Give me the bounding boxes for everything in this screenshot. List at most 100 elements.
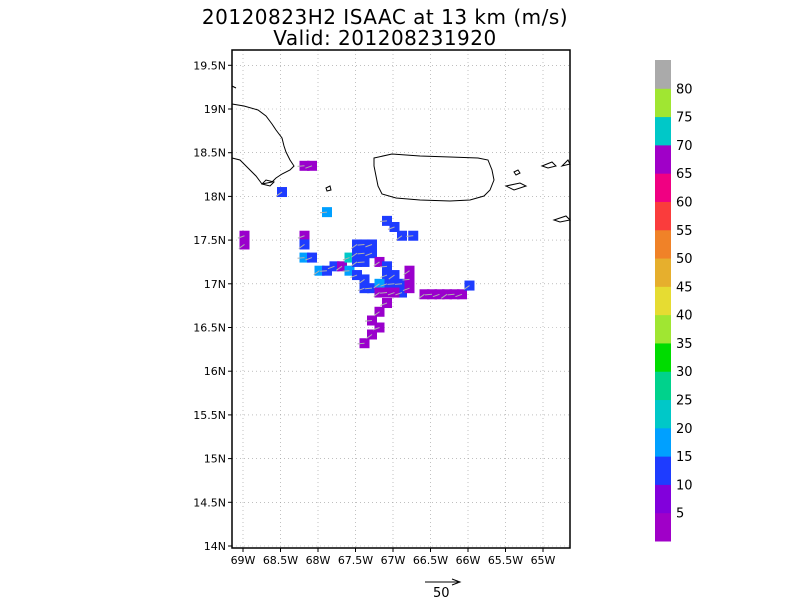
colorbar-label: 30 (676, 365, 693, 380)
coastline-virgin-islands-1 (540, 161, 557, 169)
wind-vector (305, 257, 313, 261)
tick-label-lat: 15.5N (193, 409, 226, 422)
wind-vector (365, 334, 373, 339)
wind-vector (357, 287, 365, 292)
wind-vector (380, 274, 388, 278)
map-title-line-1: 20120823H2 ISAAC at 13 km (m/s) (201, 5, 569, 29)
wind-vector (357, 252, 365, 255)
colorbar-label: 15 (676, 450, 693, 465)
wind-vector (350, 274, 358, 278)
wind-vector (379, 265, 388, 268)
wind-vector (365, 252, 373, 257)
tick-label-lon: 66W (456, 554, 481, 567)
wind-vector (365, 244, 373, 248)
wind-vector (380, 302, 388, 306)
colorbar-swatch (655, 484, 671, 514)
tick-label-lat: 14N (204, 540, 226, 553)
tick-label-lat: 14.5N (193, 496, 226, 509)
wind-vector (463, 285, 470, 290)
wind-vector (305, 165, 313, 169)
coastline-virgin-islands-2 (560, 159, 571, 167)
colorbar-swatch (655, 399, 671, 429)
tick-label-lon: 68W (306, 554, 331, 567)
colorbar-label: 60 (676, 195, 693, 210)
wind-vector (357, 243, 365, 246)
colorbar-label: 75 (676, 111, 693, 126)
wind-vector (402, 278, 410, 281)
colorbar-label: 10 (676, 478, 693, 493)
reference-arrow-head (451, 578, 462, 586)
colorbar-swatch (655, 371, 671, 401)
wind-vector (447, 293, 455, 296)
wind-vector (402, 287, 410, 292)
colorbar-label: 20 (676, 422, 693, 437)
colorbar-swatch (655, 427, 671, 457)
map-title-line-2: Valid: 201208231920 (273, 26, 497, 50)
colorbar-swatch (655, 456, 671, 485)
wind-vector (342, 270, 350, 272)
coastline-st-croix (552, 215, 572, 223)
tick-label-lat: 15N (204, 453, 226, 466)
colorbar-label: 65 (676, 167, 693, 182)
colorbar-swatch (655, 286, 671, 316)
reference-vector: 50 (425, 578, 462, 600)
wind-vector (364, 320, 373, 322)
colorbar-swatch (655, 116, 671, 146)
wind-vector (373, 292, 380, 297)
wind-vector (357, 261, 365, 264)
tick-label-lat: 16N (204, 365, 226, 378)
coastline-islet (261, 179, 275, 187)
wind-vector (406, 235, 414, 237)
map-grid (232, 50, 570, 548)
colorbar-label: 70 (676, 139, 693, 154)
wind-vector (379, 220, 388, 222)
wind-vector (373, 283, 380, 289)
colorbar-swatch (655, 201, 671, 231)
wind-speed-cells (239, 160, 475, 349)
coastline-culebra (513, 169, 521, 176)
wind-vector (394, 283, 403, 285)
wind-vector (350, 244, 358, 249)
tick-label-lon: 65W (531, 554, 556, 567)
map-frame (231, 49, 571, 549)
colorbar-label: 40 (676, 309, 693, 324)
colorbar-swatch (655, 173, 671, 202)
colorbar-swatch (655, 88, 671, 118)
tick-label-lon: 65.5W (488, 554, 523, 567)
tick-label-lat: 19.5N (193, 59, 226, 72)
tick-label-lat: 19N (204, 103, 226, 116)
wind-vector (387, 226, 395, 230)
wind-vector (237, 235, 245, 239)
tick-label-lat: 17N (204, 278, 226, 291)
color-legend: 5 10 15 20 25 30 35 40 45 50 55 60 65 70 75 80 (655, 60, 693, 542)
wind-vector (319, 270, 328, 272)
coastline-vieques (504, 182, 528, 191)
tick-label-lon: 67.5W (338, 554, 373, 567)
wind-vector (364, 287, 373, 290)
wind-vector (373, 261, 380, 267)
wind-vector (372, 327, 380, 331)
wind-vector (379, 292, 388, 294)
wind-vector (380, 283, 388, 287)
tick-label-lat: 16.5N (193, 322, 226, 335)
colorbar-swatch (655, 229, 671, 259)
wind-vector (275, 191, 283, 197)
wind-vector (335, 265, 343, 271)
colorbar-label: 45 (676, 280, 693, 295)
coastline-mona (325, 185, 332, 192)
tick-label-lat: 18.5N (193, 147, 226, 160)
axis-ticks: 69W 68.5W 68W 67.5W 67W 66.5W 66W 65.5W 65W 19.5N… (193, 59, 555, 567)
wind-vector (297, 235, 305, 239)
wind-vector (373, 311, 380, 317)
colorbar-swatch (655, 314, 671, 344)
wind-vector (432, 293, 440, 298)
wind-vector (357, 342, 365, 345)
colorbar-swatch (655, 342, 671, 372)
tick-label-lon: 67W (381, 554, 406, 567)
wind-vector (313, 270, 320, 276)
wind-vector (440, 293, 448, 299)
colorbar-label: 80 (676, 82, 693, 97)
wind-vector (350, 261, 358, 267)
tick-label-lon: 66.5W (413, 554, 448, 567)
